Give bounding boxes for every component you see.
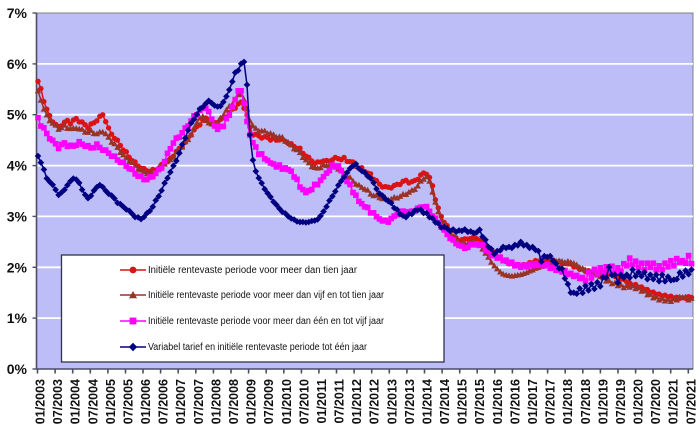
svg-text:01/2007: 01/2007	[174, 379, 188, 424]
svg-text:07/2012: 07/2012	[368, 379, 382, 424]
svg-text:01/2004: 01/2004	[69, 379, 83, 424]
svg-text:3%: 3%	[7, 208, 28, 224]
svg-text:07/2020: 07/2020	[649, 379, 663, 424]
svg-text:01/2011: 01/2011	[315, 379, 329, 424]
svg-text:07/2003: 07/2003	[51, 379, 65, 424]
svg-text:01/2008: 01/2008	[209, 379, 223, 424]
svg-text:07/2021: 07/2021	[684, 379, 698, 424]
svg-text:4%: 4%	[7, 158, 28, 174]
svg-text:07/2018: 07/2018	[579, 379, 593, 424]
svg-text:07/2007: 07/2007	[192, 379, 206, 424]
svg-text:01/2019: 01/2019	[596, 379, 610, 424]
svg-text:07/2008: 07/2008	[227, 379, 241, 424]
svg-text:01/2017: 01/2017	[526, 379, 540, 424]
svg-text:01/2005: 01/2005	[104, 379, 118, 424]
svg-text:01/2015: 01/2015	[456, 379, 470, 424]
svg-text:07/2016: 07/2016	[508, 379, 522, 424]
svg-text:07/2006: 07/2006	[157, 379, 171, 424]
svg-text:0%: 0%	[7, 361, 28, 377]
svg-text:07/2009: 07/2009	[262, 379, 276, 424]
svg-text:07/2014: 07/2014	[438, 379, 452, 424]
svg-text:5%: 5%	[7, 107, 28, 123]
svg-text:07/2010: 07/2010	[297, 379, 311, 424]
svg-text:07/2005: 07/2005	[121, 379, 135, 424]
svg-text:01/2021: 01/2021	[667, 379, 681, 424]
svg-text:01/2018: 01/2018	[561, 379, 575, 424]
svg-text:07/2004: 07/2004	[86, 379, 100, 424]
svg-text:Initiële rentevaste periode vo: Initiële rentevaste periode voor meer da…	[148, 316, 385, 327]
svg-text:6%: 6%	[7, 56, 28, 72]
svg-text:07/2017: 07/2017	[544, 379, 558, 424]
svg-text:1%: 1%	[7, 310, 28, 326]
svg-text:01/2010: 01/2010	[280, 379, 294, 424]
svg-text:7%: 7%	[7, 5, 28, 21]
svg-text:01/2012: 01/2012	[350, 379, 364, 424]
svg-text:Initiële rentevaste periode vo: Initiële rentevaste periode voor meer da…	[148, 265, 358, 276]
svg-text:01/2016: 01/2016	[491, 379, 505, 424]
svg-text:2%: 2%	[7, 259, 28, 275]
svg-text:07/2013: 07/2013	[403, 379, 417, 424]
svg-text:Variabel tarief en initiële re: Variabel tarief en initiële rentevaste p…	[148, 342, 368, 353]
svg-text:Initiële rentevaste periode vo: Initiële rentevaste periode voor meer da…	[148, 290, 385, 301]
svg-text:07/2015: 07/2015	[473, 379, 487, 424]
svg-text:01/2006: 01/2006	[139, 379, 153, 424]
svg-text:01/2009: 01/2009	[245, 379, 259, 424]
svg-text:01/2003: 01/2003	[34, 379, 48, 424]
svg-text:01/2020: 01/2020	[632, 379, 646, 424]
svg-text:01/2013: 01/2013	[385, 379, 399, 424]
svg-text:07/2011: 07/2011	[333, 379, 347, 424]
svg-text:07/2019: 07/2019	[614, 379, 628, 424]
svg-text:01/2014: 01/2014	[421, 379, 435, 424]
